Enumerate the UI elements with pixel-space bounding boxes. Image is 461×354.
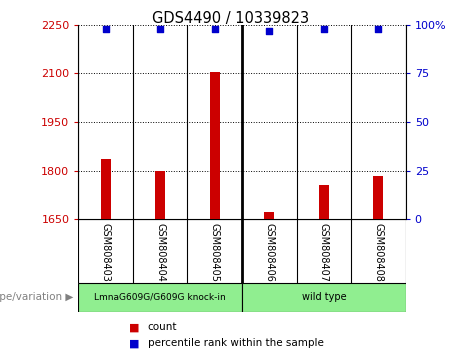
Text: GSM808404: GSM808404 xyxy=(155,223,165,281)
Text: count: count xyxy=(148,322,177,332)
Text: GSM808406: GSM808406 xyxy=(264,223,274,281)
Point xyxy=(320,26,327,32)
Text: GSM808403: GSM808403 xyxy=(100,223,111,281)
Text: GSM808408: GSM808408 xyxy=(373,223,384,281)
Text: wild type: wild type xyxy=(301,292,346,302)
Point xyxy=(375,26,382,32)
Point xyxy=(157,26,164,32)
Bar xyxy=(78,283,242,312)
Text: GSM808405: GSM808405 xyxy=(210,223,220,282)
Bar xyxy=(373,176,383,219)
Point xyxy=(102,26,109,32)
Text: GSM808407: GSM808407 xyxy=(319,223,329,282)
Bar xyxy=(319,185,329,219)
Bar xyxy=(265,212,274,219)
Text: percentile rank within the sample: percentile rank within the sample xyxy=(148,338,324,348)
Text: LmnaG609G/G609G knock-in: LmnaG609G/G609G knock-in xyxy=(95,293,226,302)
Point xyxy=(266,28,273,33)
Text: genotype/variation ▶: genotype/variation ▶ xyxy=(0,292,74,302)
Bar xyxy=(101,159,111,219)
Text: GDS4490 / 10339823: GDS4490 / 10339823 xyxy=(152,11,309,25)
Bar xyxy=(242,283,406,312)
Bar xyxy=(210,72,219,219)
Point xyxy=(211,26,219,32)
Text: ■: ■ xyxy=(129,322,143,332)
Text: ■: ■ xyxy=(129,338,143,348)
Bar xyxy=(155,171,165,219)
